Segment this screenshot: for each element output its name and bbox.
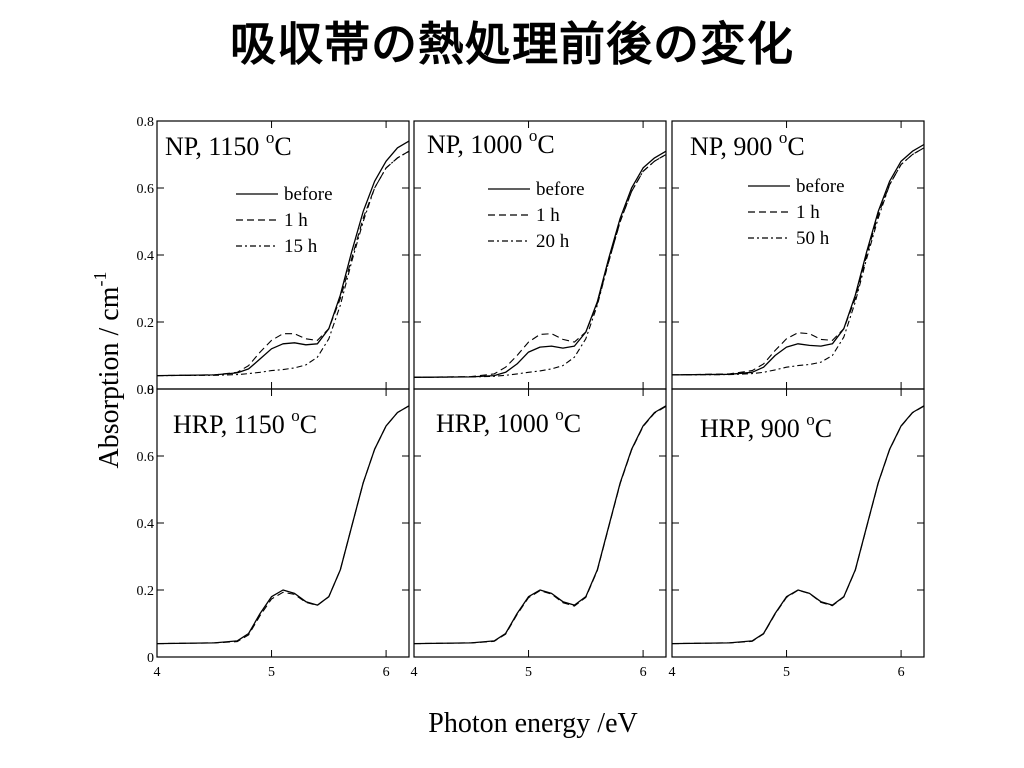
x-tick-label: 5 <box>525 665 532 680</box>
panel-title: NP, 1150 oC <box>165 128 292 161</box>
series-line-solid <box>413 150 667 378</box>
panel-6: 4 5 6 HRP, 900 oC <box>669 388 925 680</box>
panel-frame <box>413 120 667 390</box>
legend-entry: 1 h <box>536 205 560 226</box>
series-line-dashed <box>156 150 410 377</box>
x-tick-label: 4 <box>669 665 676 680</box>
panel-4: 0 0.2 0.4 0.6 0.8 4 5 6 HRP, 1150 oC <box>137 383 410 680</box>
panel-title: HRP, 1000 oC <box>436 405 581 438</box>
y-axis-label-group: Absorption / cm-1 <box>90 272 125 469</box>
panel-title-unit: C <box>787 132 804 161</box>
slide-title: 吸収帯の熱処理前後の変化 <box>230 17 794 71</box>
y-axis-label-text: Absorption / cm <box>94 286 125 468</box>
panel-frame <box>156 120 410 390</box>
series-line-solid <box>413 405 667 645</box>
legend-entry: 15 h <box>284 236 318 257</box>
y-axis-label-sup: -1 <box>90 272 110 287</box>
y-tick-label: 0.2 <box>137 316 155 331</box>
panel-title: HRP, 900 oC <box>700 410 832 443</box>
y-tick-label: 0.6 <box>137 450 155 465</box>
legend-entry: before <box>536 179 585 200</box>
panel-5: 4 5 6 HRP, 1000 oC <box>411 388 667 680</box>
legend-entry: 1 h <box>284 210 308 231</box>
series-line-dashed <box>671 147 925 376</box>
panel-title-unit: C <box>815 414 832 443</box>
legend: before 1 h 20 h <box>488 179 585 252</box>
panel-title-degree: o <box>806 410 815 429</box>
panel-title-unit: C <box>300 410 317 439</box>
series-line-dashdot <box>413 154 667 378</box>
series-line-dashed <box>413 154 667 378</box>
x-tick-label: 4 <box>411 665 418 680</box>
legend: before 1 h 15 h <box>236 184 333 257</box>
panel-title-text: NP, 1000 <box>427 130 529 159</box>
legend-entry: before <box>284 184 333 205</box>
panel-title-text: NP, 1150 <box>165 132 266 161</box>
panel-title-unit: C <box>537 130 554 159</box>
legend-entry: before <box>796 176 845 197</box>
y-tick-label: 0 <box>147 383 154 398</box>
y-axis-label: Absorption / cm-1 <box>90 272 125 469</box>
panel-title-text: HRP, 900 <box>700 414 806 443</box>
panel-title-unit: C <box>564 409 581 438</box>
x-tick-label: 4 <box>154 665 161 680</box>
series-line-solid <box>156 140 410 377</box>
panel-title-degree: o <box>291 406 300 425</box>
legend-entry: 20 h <box>536 231 570 252</box>
x-tick-label: 6 <box>383 665 390 680</box>
panel-title-degree: o <box>266 128 275 147</box>
x-axis-label: Photon energy /eV <box>428 708 637 739</box>
x-tick-label: 5 <box>268 665 275 680</box>
panel-title-degree: o <box>529 126 538 145</box>
y-tick-label: 0.8 <box>137 115 155 130</box>
series-line-dashed <box>156 405 410 645</box>
x-tick-label: 6 <box>898 665 905 680</box>
x-tick-label: 6 <box>640 665 647 680</box>
panel-title: NP, 1000 oC <box>427 126 555 159</box>
series-line-dashed <box>413 405 667 645</box>
series-line-dashed <box>671 405 925 645</box>
y-tick-label: 0.6 <box>137 182 155 197</box>
panel-title-text: HRP, 1150 <box>173 410 291 439</box>
y-tick-label: 0.8 <box>137 383 155 398</box>
panel-title-degree: o <box>555 405 564 424</box>
legend-entry: 1 h <box>796 202 820 223</box>
y-tick-label: 0.2 <box>137 584 155 599</box>
x-tick-label: 5 <box>783 665 790 680</box>
panel-frame <box>671 120 925 390</box>
y-tick-label: 0 <box>147 651 154 666</box>
legend: before 1 h 50 h <box>748 176 845 249</box>
legend-entry: 50 h <box>796 228 830 249</box>
panel-title: NP, 900 oC <box>690 128 805 161</box>
y-tick-label: 0.4 <box>137 517 155 532</box>
y-tick-label: 0.4 <box>137 249 155 264</box>
panel-title-text: NP, 900 <box>690 132 779 161</box>
series-line-dashdot <box>671 147 925 376</box>
series-line-solid <box>156 405 410 645</box>
series-line-dashdot <box>156 150 410 377</box>
series-line-solid <box>671 143 925 376</box>
panel-title-degree: o <box>779 128 788 147</box>
panel-title: HRP, 1150 oC <box>173 406 317 439</box>
panel-title-text: HRP, 1000 <box>436 409 555 438</box>
panel-title-unit: C <box>274 132 291 161</box>
